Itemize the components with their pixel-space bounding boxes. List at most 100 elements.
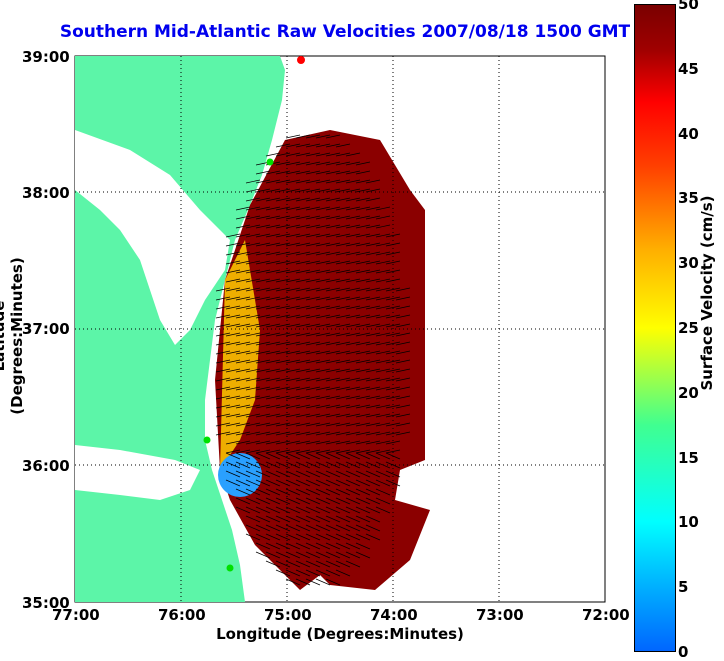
velocity-vector bbox=[295, 449, 311, 454]
velocity-vector bbox=[235, 431, 251, 436]
velocity-vector bbox=[265, 470, 281, 478]
velocity-vector bbox=[385, 287, 401, 292]
velocity-vector bbox=[255, 431, 271, 436]
velocity-vector bbox=[265, 497, 281, 505]
velocity-vector bbox=[265, 359, 281, 364]
velocity-vector bbox=[305, 452, 321, 460]
velocity-vector bbox=[325, 242, 341, 247]
velocity-vector bbox=[255, 323, 271, 328]
velocity-vector bbox=[295, 278, 311, 283]
velocity-vector bbox=[335, 233, 351, 238]
velocity-vector bbox=[325, 170, 341, 175]
velocity-vector bbox=[335, 452, 351, 460]
velocity-vector bbox=[275, 215, 291, 220]
x-tick: 75:00 bbox=[264, 606, 312, 624]
velocity-vector bbox=[225, 422, 241, 427]
velocity-vector bbox=[375, 287, 391, 292]
velocity-vector bbox=[275, 413, 291, 418]
velocity-vector bbox=[215, 395, 231, 400]
velocity-vector bbox=[305, 533, 321, 541]
velocity-vector bbox=[325, 377, 341, 382]
velocity-vector bbox=[235, 488, 251, 496]
velocity-vector bbox=[365, 179, 381, 184]
velocity-vector bbox=[395, 431, 411, 436]
velocity-vector bbox=[265, 551, 281, 559]
velocity-vector bbox=[385, 260, 401, 265]
velocity-vector bbox=[265, 449, 281, 454]
velocity-vector bbox=[255, 377, 271, 382]
velocity-vector bbox=[255, 515, 271, 523]
velocity-vector bbox=[275, 197, 291, 202]
velocity-vector bbox=[365, 449, 381, 454]
velocity-vector bbox=[245, 386, 261, 391]
velocity-vector bbox=[235, 368, 251, 373]
velocity-vector bbox=[275, 179, 291, 184]
velocity-vector bbox=[315, 287, 331, 292]
velocity-vector bbox=[275, 542, 291, 550]
velocity-vector bbox=[315, 134, 331, 139]
velocity-vector bbox=[375, 395, 391, 400]
velocity-vector bbox=[305, 134, 321, 139]
velocity-vector bbox=[345, 560, 361, 568]
velocity-vector bbox=[355, 341, 371, 346]
velocity-vector bbox=[245, 368, 261, 373]
velocity-vector bbox=[305, 161, 321, 166]
velocity-vector bbox=[275, 569, 291, 577]
velocity-vector bbox=[265, 515, 281, 523]
velocity-vector bbox=[235, 251, 251, 256]
velocity-vector bbox=[285, 359, 301, 364]
colorbar-tick: 15 bbox=[678, 448, 699, 467]
velocity-vector bbox=[375, 497, 391, 505]
velocity-vector bbox=[255, 449, 271, 454]
velocity-vector bbox=[305, 215, 321, 220]
velocity-vector bbox=[315, 533, 331, 541]
velocity-vector bbox=[285, 578, 301, 586]
velocity-vector bbox=[365, 260, 381, 265]
velocity-vector bbox=[285, 431, 301, 436]
velocity-vector bbox=[245, 341, 261, 346]
velocity-vector bbox=[345, 461, 361, 469]
velocity-vector bbox=[285, 314, 301, 319]
velocity-vector bbox=[345, 305, 361, 310]
velocity-vector bbox=[315, 206, 331, 211]
velocity-vector bbox=[255, 341, 271, 346]
velocity-vector bbox=[335, 179, 351, 184]
velocity-vector bbox=[245, 233, 261, 238]
velocity-vector bbox=[335, 542, 351, 550]
velocity-vector bbox=[305, 224, 321, 229]
velocity-vector bbox=[255, 314, 271, 319]
velocity-vector bbox=[375, 368, 391, 373]
velocity-vector bbox=[235, 452, 251, 460]
velocity-vector bbox=[225, 449, 241, 454]
velocity-vector bbox=[305, 578, 321, 586]
velocity-vector bbox=[385, 377, 401, 382]
velocity-vector bbox=[225, 431, 241, 436]
velocity-vector bbox=[315, 251, 331, 256]
velocity-vector bbox=[285, 341, 301, 346]
velocity-vector bbox=[355, 260, 371, 265]
velocity-vector bbox=[285, 305, 301, 310]
velocity-vector bbox=[325, 251, 341, 256]
velocity-vector bbox=[245, 350, 261, 355]
velocity-vector bbox=[385, 470, 401, 478]
velocity-vector bbox=[225, 341, 241, 346]
velocity-vector bbox=[315, 161, 331, 166]
velocity-vector bbox=[275, 524, 291, 532]
velocity-vector bbox=[325, 497, 341, 505]
velocity-vector bbox=[375, 332, 391, 337]
velocity-vector bbox=[325, 488, 341, 496]
velocity-vector bbox=[275, 497, 291, 505]
colorbar-tick: 10 bbox=[678, 513, 699, 532]
velocity-vector bbox=[265, 422, 281, 427]
velocity-vector bbox=[335, 242, 351, 247]
velocity-vector bbox=[245, 422, 261, 427]
colorbar-tick: 0 bbox=[678, 643, 689, 661]
velocity-vector bbox=[285, 422, 301, 427]
velocity-vector bbox=[335, 488, 351, 496]
velocity-vector bbox=[315, 488, 331, 496]
velocity-vector bbox=[335, 377, 351, 382]
velocity-vector bbox=[275, 206, 291, 211]
velocity-vector bbox=[345, 440, 361, 445]
velocity-vector bbox=[395, 341, 411, 346]
velocity-vector bbox=[235, 395, 251, 400]
